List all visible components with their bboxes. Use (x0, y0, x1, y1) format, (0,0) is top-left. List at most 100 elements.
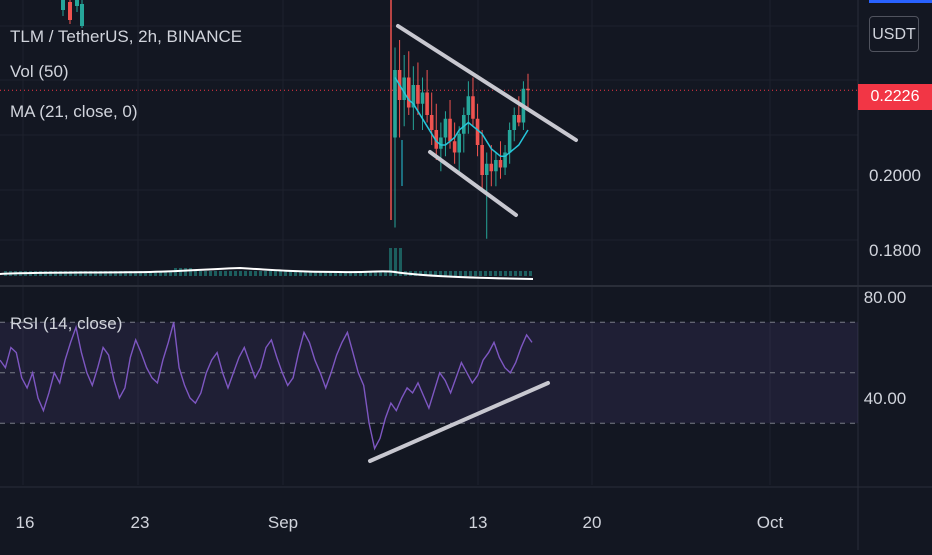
volume-bar (204, 271, 207, 276)
volume-bar (259, 271, 262, 276)
candle-body (443, 118, 448, 138)
volume-bar (284, 271, 287, 276)
time-axis-tick: 20 (583, 513, 602, 532)
candle-body (425, 92, 429, 115)
candle-body (457, 133, 462, 153)
volume-bar (199, 271, 202, 276)
volume-bar (449, 271, 452, 276)
volume-bar (479, 271, 482, 276)
volume-bar (384, 271, 387, 276)
volume-bar (134, 271, 137, 276)
volume-bar (164, 271, 167, 276)
volume-bar (399, 248, 402, 276)
volume-bar (144, 271, 147, 276)
volume-bar (294, 271, 297, 276)
rsi-support-trendline (368, 381, 550, 463)
ma-indicator-label[interactable]: MA (21, close, 0) (10, 102, 138, 121)
volume-bar (444, 271, 447, 276)
volume-bar (519, 271, 522, 276)
candle-body (420, 92, 425, 104)
history-candle (75, 0, 79, 6)
volume-bar (374, 271, 377, 276)
volume-bar (119, 271, 122, 276)
volume-indicator-label[interactable]: Vol (50) (10, 62, 69, 81)
volume-bar (124, 271, 127, 276)
candle-body (475, 118, 480, 145)
volume-bar (389, 248, 392, 276)
volume-bar (349, 271, 352, 276)
candle-body (466, 96, 471, 115)
volume-bar (279, 271, 282, 276)
volume-plot (0, 248, 534, 280)
volume-bar (419, 271, 422, 276)
candle-body (411, 85, 416, 108)
history-candle (80, 4, 84, 26)
candle-body (402, 77, 406, 100)
volume-bar (484, 271, 487, 276)
candle-body (448, 118, 452, 142)
volume-bar (364, 271, 367, 276)
volume-bar (224, 271, 227, 276)
volume-bar (524, 271, 527, 276)
price-axis-tick: 0.2000 (869, 166, 921, 185)
history-plot (61, 0, 84, 28)
rsi-series (0, 322, 533, 451)
volume-bar (154, 271, 157, 276)
lower-wedge-trendline (428, 150, 518, 217)
volume-bar (439, 271, 442, 276)
volume-bar (194, 271, 197, 276)
trendlines (368, 24, 578, 463)
volume-bar (494, 271, 497, 276)
currency-scale-button[interactable]: USDT (869, 16, 919, 52)
candle-body (484, 163, 489, 175)
candle-body (489, 163, 494, 172)
volume-bar (329, 271, 332, 276)
volume-bar (184, 268, 187, 276)
volume-bar (354, 271, 357, 276)
volume-bar (469, 271, 472, 276)
volume-bar (149, 271, 152, 276)
volume-bar (319, 271, 322, 276)
volume-bar (309, 271, 312, 276)
candle-body (452, 141, 457, 153)
volume-bar (324, 271, 327, 276)
candle-body (434, 130, 439, 149)
volume-bar (339, 271, 342, 276)
rsi-indicator-label[interactable]: RSI (14, close) (10, 314, 123, 333)
volume-bar (379, 271, 382, 276)
volume-bar (314, 271, 317, 276)
volume-bar (214, 271, 217, 276)
time-axis-tick: Sep (268, 513, 298, 532)
candle-body (406, 77, 411, 108)
volume-bar (129, 271, 132, 276)
volume-bar (499, 271, 502, 276)
candle-body (471, 96, 475, 119)
candle-body (494, 160, 498, 172)
last-price-tag: 0.2226 (858, 84, 932, 110)
volume-bar (289, 271, 292, 276)
volume-bar (359, 271, 362, 276)
volume-bar (159, 271, 162, 276)
volume-bar (109, 271, 112, 276)
time-axis-tick: 23 (131, 513, 150, 532)
volume-bar (239, 271, 242, 276)
volume-bar (274, 271, 277, 276)
volume-bar (529, 271, 532, 276)
volume-bar (209, 271, 212, 276)
symbol-title[interactable]: TLM / TetherUS, 2h, BINANCE (10, 27, 243, 46)
rsi-axis-tick: 40.00 (864, 389, 907, 408)
volume-bar (304, 271, 307, 276)
time-axis-tick: 13 (469, 513, 488, 532)
volume-bar (269, 271, 272, 276)
volume-bar (249, 271, 252, 276)
history-candle (68, 2, 72, 20)
volume-bar (394, 248, 397, 276)
volume-bar (229, 271, 232, 276)
candle-body (480, 145, 484, 175)
time-axis-tick: Oct (757, 513, 784, 532)
volume-bar (299, 271, 302, 276)
volume-bar (454, 271, 457, 276)
volume-bar (189, 268, 192, 276)
